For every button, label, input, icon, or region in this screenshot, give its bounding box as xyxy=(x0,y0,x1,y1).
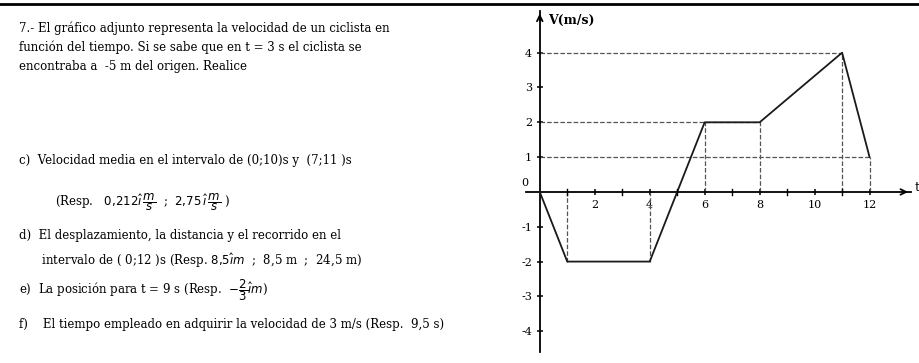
Text: (Resp.   $0{,}212\hat{\imath}\,\dfrac{m}{s}$  ;  $2{,}75\,\hat{\imath}\,\dfrac{m: (Resp. $0{,}212\hat{\imath}\,\dfrac{m}{s… xyxy=(55,192,230,213)
Text: t(s): t(s) xyxy=(913,182,919,195)
Text: f)    El tiempo empleado en adquirir la velocidad de 3 m/s (Resp.  9,5 s): f) El tiempo empleado en adquirir la vel… xyxy=(19,318,444,331)
Text: V(m/s): V(m/s) xyxy=(548,15,594,27)
Text: 0: 0 xyxy=(521,178,528,188)
Text: c)  Velocidad media en el intervalo de (0;10)s y  (7;11 )s: c) Velocidad media en el intervalo de (0… xyxy=(19,154,352,167)
Text: d)  El desplazamiento, la distancia y el recorrido en el
      intervalo de ( 0;: d) El desplazamiento, la distancia y el … xyxy=(19,229,362,270)
Text: e)  La posición para t = 9 s (Resp.  $-\dfrac{2}{3}\hat{\imath}m$): e) La posición para t = 9 s (Resp. $-\df… xyxy=(19,277,268,303)
Text: 7.- El gráfico adjunto representa la velocidad de un ciclista en
función del tie: 7.- El gráfico adjunto representa la vel… xyxy=(19,21,390,73)
